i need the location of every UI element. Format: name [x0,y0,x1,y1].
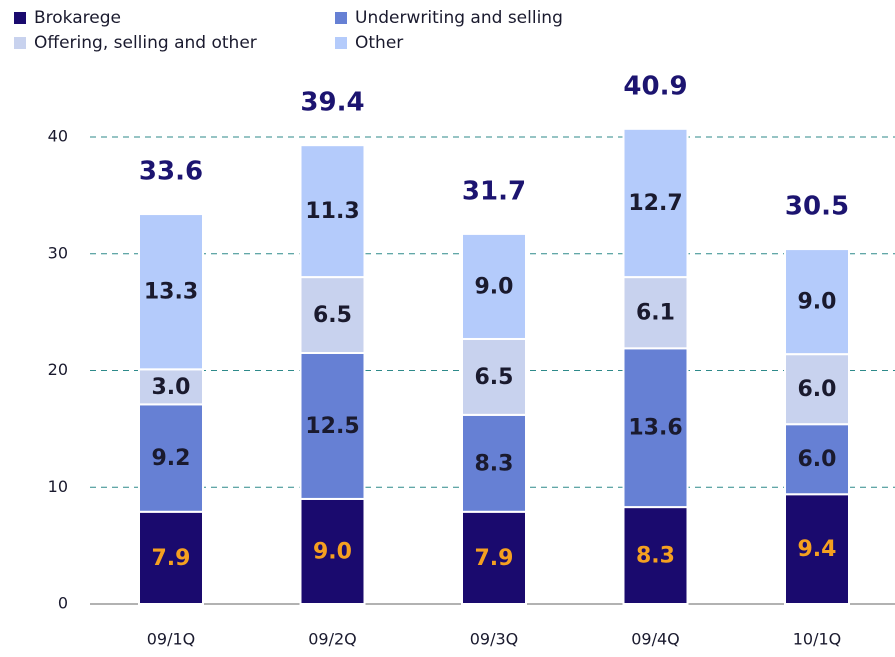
legend-swatch [14,12,26,24]
x-tick-label: 09/4Q [631,630,680,649]
segment-label: 8.3 [636,544,675,569]
bar-segment [622,506,689,605]
segment-label: 9.0 [313,539,352,564]
bar-segment [784,423,850,496]
bar-segment [138,403,204,513]
total-label: 33.6 [139,157,203,187]
segment-label: 9.0 [475,274,514,299]
y-tick-label: 40 [48,127,68,146]
segment-label: 9.4 [798,537,837,562]
y-tick-label: 30 [48,243,68,262]
bar-segment [138,368,204,406]
segment-label: 6.0 [798,447,837,472]
segment-label: 8.3 [475,451,514,476]
total-label: 30.5 [785,192,849,222]
bar-segment [461,232,527,340]
y-tick-label: 0 [58,594,68,613]
bar-segment [784,248,850,356]
segment-label: 9.0 [798,290,837,315]
segment-label: 6.1 [636,301,675,326]
legend-label: Offering, selling and other [34,33,257,53]
bar-segment [138,213,204,371]
segment-label: 13.6 [628,416,682,441]
legend-label: Underwriting and selling [355,8,563,28]
total-label: 40.9 [623,71,687,101]
segment-label: 12.7 [628,191,682,216]
segment-label: 6.5 [475,365,514,390]
segment-label: 11.3 [305,199,359,224]
total-label: 39.4 [300,88,364,118]
legend-swatch [14,37,26,49]
y-tick-label: 10 [48,477,68,496]
bar-segment [622,276,689,350]
legend-label: Other [355,33,403,53]
bar-segment [299,144,366,279]
segment-label: 13.3 [144,280,198,305]
legend-swatch [335,37,347,49]
bar-segment [622,127,689,279]
total-label: 31.7 [462,176,526,206]
segment-label: 6.0 [798,377,837,402]
segment-label: 12.5 [305,414,359,439]
bar-segment [622,347,689,509]
x-tick-label: 09/2Q [308,630,357,649]
x-tick-label: 10/1Q [793,630,842,649]
segment-label: 3.0 [152,375,191,400]
bar-segment [784,493,850,606]
segment-label: 7.9 [152,546,191,571]
segment-label: 7.9 [475,546,514,571]
bar-segment [138,510,204,605]
x-tick-label: 09/1Q [147,630,196,649]
bar-segment [299,351,366,500]
segment-label: 9.2 [152,446,191,471]
x-tick-label: 09/3Q [470,630,519,649]
legend-label: Brokarege [34,8,121,28]
legend-swatch [335,12,347,24]
bar-segment [299,276,366,354]
y-tick-label: 20 [48,360,68,379]
bar-segment [299,497,366,605]
segment-label: 6.5 [313,303,352,328]
